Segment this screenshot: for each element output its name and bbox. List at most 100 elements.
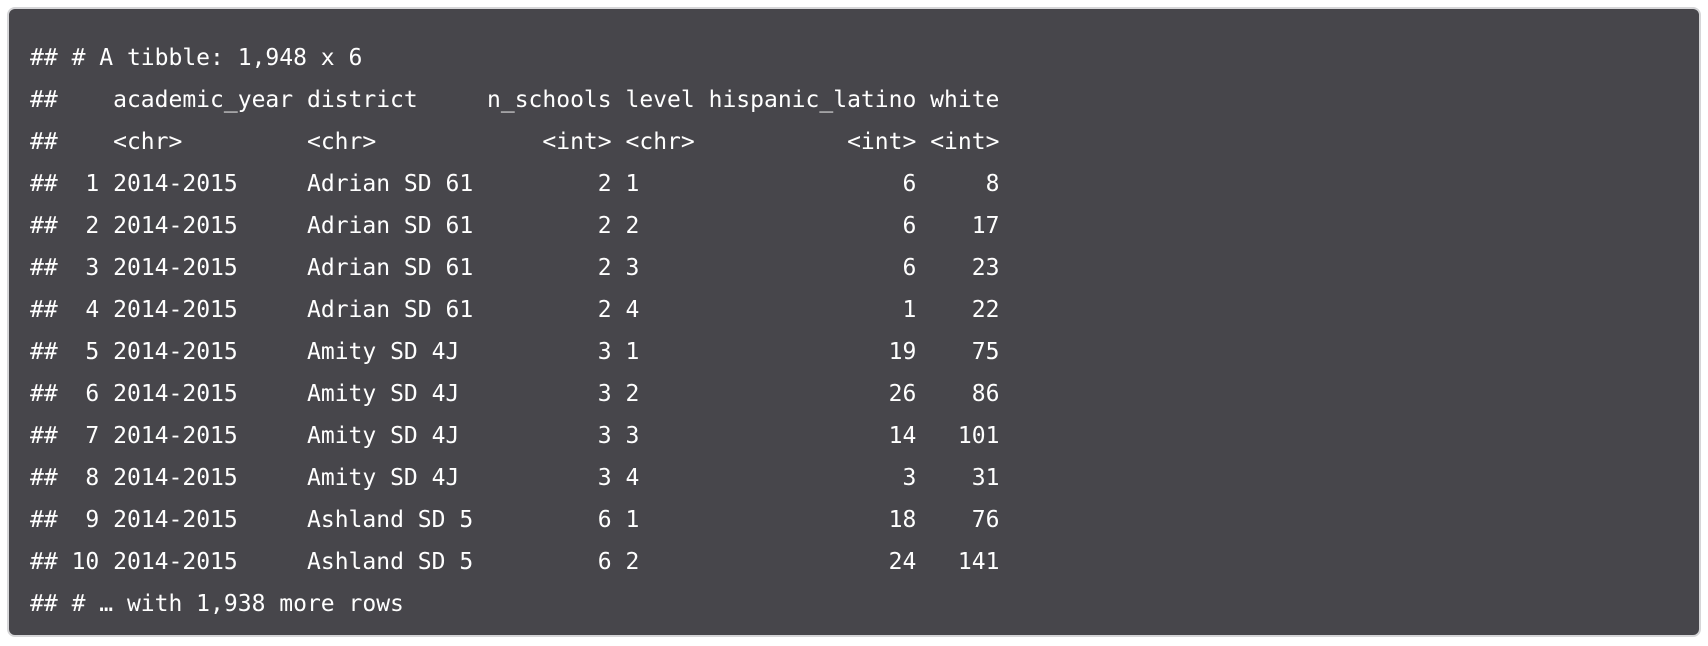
cell-n-schools: 2	[487, 297, 612, 323]
row-index: 7	[71, 423, 100, 449]
row-index: 3	[71, 255, 100, 281]
cell-level: 2	[625, 213, 695, 239]
table-row: ## 8 2014-2015 Amity SD 4J 3 4 3 31	[30, 457, 999, 499]
cell-white: 22	[930, 297, 1000, 323]
cell-hispanic-latino: 18	[708, 507, 917, 533]
comment-prompt: ##	[30, 549, 58, 575]
table-row: ## 6 2014-2015 Amity SD 4J 3 2 26 86	[30, 373, 999, 415]
row-index: 8	[71, 465, 100, 491]
r-console-output: ## # A tibble: 1,948 x 6 ## academic_year…	[7, 7, 1701, 637]
table-row: ## 5 2014-2015 Amity SD 4J 3 1 19 75	[30, 331, 999, 373]
table-row: ## 10 2014-2015 Ashland SD 5 6 2 24 141	[30, 541, 999, 583]
column-type-hispanic-latino: <int>	[847, 129, 917, 155]
cell-level: 4	[625, 465, 695, 491]
cell-n-schools: 6	[487, 549, 612, 575]
row-index: 5	[71, 339, 100, 365]
cell-district: Adrian SD 61	[307, 297, 474, 323]
cell-n-schools: 2	[487, 171, 612, 197]
column-names-line: ## academic_year district n_schools leve…	[30, 79, 999, 121]
row-index: 2	[71, 213, 100, 239]
cell-academic-year: 2014-2015	[113, 255, 294, 281]
column-name-district: district	[306, 87, 418, 113]
column-type-n-schools: <int>	[542, 129, 612, 155]
cell-academic-year: 2014-2015	[113, 549, 294, 575]
column-types-line: ## <chr> <chr> <int> <chr> <int> <int>	[30, 121, 999, 163]
cell-district: Ashland SD 5	[307, 549, 474, 575]
cell-level: 1	[625, 171, 695, 197]
cell-white: 76	[930, 507, 1000, 533]
cell-hispanic-latino: 6	[708, 213, 917, 239]
table-row: ## 2 2014-2015 Adrian SD 61 2 2 6 17	[30, 205, 999, 247]
comment-prompt: ##	[30, 87, 58, 113]
cell-academic-year: 2014-2015	[113, 171, 294, 197]
table-row: ## 7 2014-2015 Amity SD 4J 3 3 14 101	[30, 415, 999, 457]
cell-n-schools: 6	[487, 507, 612, 533]
column-name-level: level	[625, 87, 695, 113]
column-name-academic-year: academic_year	[113, 87, 294, 113]
cell-white: 101	[930, 423, 1000, 449]
row-index: 6	[71, 381, 100, 407]
row-index: 9	[71, 507, 100, 533]
table-row: ## 4 2014-2015 Adrian SD 61 2 4 1 22	[30, 289, 999, 331]
column-type-academic-year: <chr>	[113, 129, 183, 155]
comment-prompt: ##	[30, 423, 58, 449]
cell-level: 1	[625, 507, 695, 533]
table-row: ## 1 2014-2015 Adrian SD 61 2 1 6 8	[30, 163, 999, 205]
cell-hispanic-latino: 19	[708, 339, 917, 365]
comment-prompt: ##	[30, 171, 58, 197]
row-index: 1	[71, 171, 100, 197]
cell-academic-year: 2014-2015	[113, 213, 294, 239]
cell-white: 8	[930, 171, 1000, 197]
cell-n-schools: 2	[487, 255, 612, 281]
cell-n-schools: 3	[487, 339, 612, 365]
comment-prompt: ##	[30, 45, 58, 71]
tibble-footer-line: ## # … with 1,938 more rows	[30, 583, 999, 625]
cell-white: 23	[930, 255, 1000, 281]
cell-hispanic-latino: 6	[708, 255, 917, 281]
row-index: 4	[71, 297, 100, 323]
cell-hispanic-latino: 6	[708, 171, 917, 197]
comment-prompt: ##	[30, 339, 58, 365]
cell-district: Amity SD 4J	[307, 423, 474, 449]
cell-white: 31	[930, 465, 1000, 491]
cell-level: 2	[625, 549, 695, 575]
cell-academic-year: 2014-2015	[113, 339, 294, 365]
cell-district: Adrian SD 61	[307, 171, 474, 197]
cell-level: 3	[625, 255, 695, 281]
comment-prompt: ##	[30, 297, 58, 323]
tibble-rows: ## 1 2014-2015 Adrian SD 61 2 1 6 8 ## 2 …	[30, 163, 999, 583]
tibble-header-line: ## # A tibble: 1,948 x 6	[30, 37, 999, 79]
cell-academic-year: 2014-2015	[113, 297, 294, 323]
comment-prompt: ##	[30, 255, 58, 281]
cell-level: 3	[625, 423, 695, 449]
comment-prompt: ##	[30, 507, 58, 533]
comment-prompt: ##	[30, 381, 58, 407]
table-row: ## 3 2014-2015 Adrian SD 61 2 3 6 23	[30, 247, 999, 289]
tibble-printout: ## # A tibble: 1,948 x 6 ## academic_year…	[30, 37, 999, 625]
cell-n-schools: 3	[487, 381, 612, 407]
cell-n-schools: 3	[487, 423, 612, 449]
comment-prompt: ##	[30, 465, 58, 491]
cell-academic-year: 2014-2015	[113, 507, 294, 533]
comment-prompt: ##	[30, 213, 58, 239]
cell-level: 2	[625, 381, 695, 407]
cell-district: Adrian SD 61	[307, 255, 474, 281]
cell-district: Adrian SD 61	[307, 213, 474, 239]
row-index: 10	[71, 549, 100, 575]
cell-academic-year: 2014-2015	[113, 423, 294, 449]
cell-hispanic-latino: 3	[708, 465, 917, 491]
cell-white: 17	[930, 213, 1000, 239]
cell-district: Ashland SD 5	[307, 507, 474, 533]
cell-academic-year: 2014-2015	[113, 465, 294, 491]
cell-white: 86	[930, 381, 1000, 407]
cell-white: 141	[930, 549, 1000, 575]
cell-hispanic-latino: 26	[708, 381, 917, 407]
cell-n-schools: 3	[487, 465, 612, 491]
cell-hispanic-latino: 1	[708, 297, 917, 323]
cell-hispanic-latino: 24	[708, 549, 917, 575]
column-type-district: <chr>	[306, 129, 377, 155]
tibble-footer: # … with 1,938 more rows	[71, 591, 404, 617]
cell-district: Amity SD 4J	[307, 381, 474, 407]
cell-white: 75	[930, 339, 1000, 365]
cell-level: 4	[625, 297, 695, 323]
